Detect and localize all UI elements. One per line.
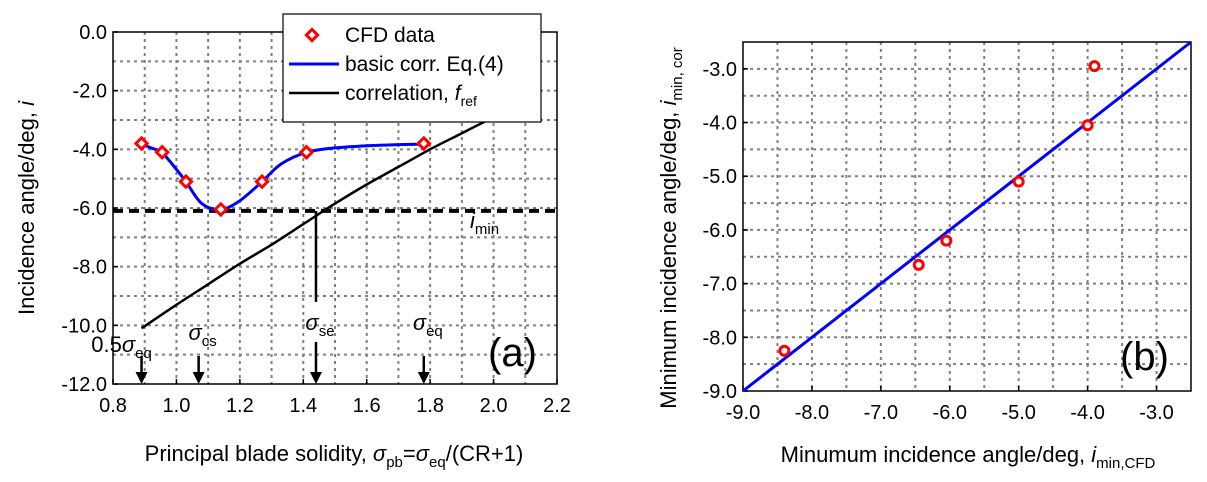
b-data-point <box>1081 119 1094 132</box>
marker-label-coef: 0.5 <box>91 332 122 357</box>
marker-label: σeq <box>413 310 443 340</box>
chart-b-x-tick-label: -3.0 <box>1139 402 1173 424</box>
chart-b-x-tick-label: -4.0 <box>1070 402 1104 424</box>
chart-b-x-tick-label: -9.0 <box>726 402 760 424</box>
chart-b-y-tick-label: -4.0 <box>703 113 737 135</box>
cfd-point <box>133 135 150 152</box>
cfd-point <box>178 173 194 190</box>
chart-b-y-tick-label: -3.0 <box>703 59 737 81</box>
marker-label-sub: eq <box>426 323 443 340</box>
marker-arrow-head <box>192 372 205 384</box>
chart-a-y-axis-label: Incidence angle/deg, i <box>14 100 39 315</box>
chart-a-x-tick-label: 1.6 <box>353 395 381 417</box>
chart-b-x-tick-label: -7.0 <box>864 402 898 424</box>
cfd-point <box>154 144 170 161</box>
legend-cfd-label: CFD data <box>345 24 435 47</box>
b-data-point <box>1012 175 1025 188</box>
marker-label-var: σ <box>305 310 319 335</box>
chart-a-x-ticks: 0.8 1.0 1.2 1.4 1.6 1.8 2.0 2.2 <box>99 379 571 417</box>
marker-label-sub: eq <box>135 345 152 362</box>
chart-b-x-tick-label: -5.0 <box>1001 402 1035 424</box>
series-correlation-fref <box>140 115 495 330</box>
cfd-point-marker <box>298 144 315 161</box>
marker-label-sub: se <box>319 323 335 340</box>
b-data-point <box>940 234 953 247</box>
chart-b-grid <box>743 42 1191 391</box>
chart-a-y-tick-label: -4.0 <box>73 139 107 161</box>
marker-label-var: σ <box>188 320 202 345</box>
chart-b-x-ticks: -9.0 -8.0 -7.0 -6.0 -5.0 -4.0 -3.0 <box>726 386 1174 424</box>
chart-a-x-tick-label: 2.2 <box>543 395 571 417</box>
cfd-point-marker <box>416 135 432 152</box>
cfd-point-marker <box>178 173 194 190</box>
chart-a-y-tick-label: -2.0 <box>73 81 107 103</box>
chart-a-y-tick-label: -12.0 <box>61 374 107 396</box>
cfd-point <box>416 135 432 152</box>
chart-a-y-tick-label: -10.0 <box>61 315 107 337</box>
legend-box <box>282 13 542 123</box>
b-data-point <box>1088 60 1101 73</box>
imin-label: imin <box>470 208 499 238</box>
cfd-point-marker <box>154 144 170 161</box>
legend-basic-label: basic corr. Eq.(4) <box>345 53 504 76</box>
chart-b-y-tick-label: -8.0 <box>703 327 737 349</box>
legend-cfd-marker <box>304 27 320 43</box>
chart-b-y-tick-label: -5.0 <box>703 166 737 188</box>
chart-b: -9.0 -8.0 -7.0 -6.0 -5.0 -4.0 -3.0 -9.0 -8.0 -7.… <box>656 40 1192 472</box>
chart-b-y-tick-label: -9.0 <box>703 381 737 403</box>
marker-arrow-head <box>309 372 322 384</box>
chart-a-y-ticks: 0.0 -2.0 -4.0 -6.0 -8.0 -10.0 -12.0 <box>61 22 118 396</box>
panel-b-label: (b) <box>1120 335 1169 379</box>
chart-a-x-tick-label: 2.0 <box>480 395 508 417</box>
chart-b-y-tick-label: -6.0 <box>703 220 737 242</box>
cfd-point <box>254 173 270 190</box>
marker-label-sub: cs <box>202 333 217 350</box>
chart-a-x-tick-label: 1.0 <box>163 395 191 417</box>
cfd-point-marker <box>133 135 150 152</box>
chart-b-x-tick-label: -6.0 <box>933 402 967 424</box>
cfd-point <box>298 144 315 161</box>
marker-label-var: σ <box>413 310 427 335</box>
marker-label: 0.5σeq <box>91 332 152 362</box>
marker-arrow-head <box>417 372 430 384</box>
marker-label: σcs <box>188 320 216 350</box>
chart-a-x-tick-label: 1.8 <box>416 395 444 417</box>
chart-b-y-axis-label: Minimum incidence angle/deg, imin, cor <box>656 47 686 409</box>
chart-a-legend: CFD data basic corr. Eq.(4) correlation,… <box>282 13 542 123</box>
panel-a-label: (a) <box>488 331 537 375</box>
chart-a-y-tick-label: 0.0 <box>79 22 107 44</box>
chart-a: 0.8 1.0 1.2 1.4 1.6 1.8 2.0 2.2 0.0 -2.0 -4.0 -6.0… <box>14 13 571 471</box>
chart-b-y-tick-label: -7.0 <box>703 274 737 296</box>
cfd-point-marker <box>213 201 229 218</box>
marker-label-var: σ <box>122 332 136 357</box>
b-data-point <box>778 344 791 357</box>
chart-b-y-ticks: -9.0 -8.0 -7.0 -6.0 -5.0 -4.0 -3.0 <box>703 59 748 403</box>
chart-a-x-tick-label: 1.2 <box>226 395 254 417</box>
chart-b-x-axis-label: Minumum incidence angle/deg, imin,CFD <box>781 442 1156 472</box>
chart-a-y-tick-label: -6.0 <box>73 198 107 220</box>
chart-b-x-tick-label: -8.0 <box>795 402 829 424</box>
chart-a-x-axis-label: Principal blade solidity, σpb=σeq/(CR+1) <box>145 441 524 471</box>
chart-b-frame <box>742 41 1192 392</box>
marker-arrow-head <box>135 372 148 384</box>
cfd-point-marker <box>254 173 270 190</box>
chart-a-x-tick-label: 1.4 <box>289 395 317 417</box>
chart-a-y-tick-label: -8.0 <box>73 257 107 279</box>
legend-corr-label: correlation, fref <box>345 82 477 109</box>
chart-a-x-tick-label: 0.8 <box>99 395 127 417</box>
cfd-point <box>213 201 229 218</box>
series-y-equals-x <box>742 40 1192 393</box>
b-data-point <box>912 258 925 271</box>
marker-label: σse <box>305 310 334 340</box>
series-b-data <box>778 60 1101 357</box>
series-cfd-data <box>133 135 432 218</box>
